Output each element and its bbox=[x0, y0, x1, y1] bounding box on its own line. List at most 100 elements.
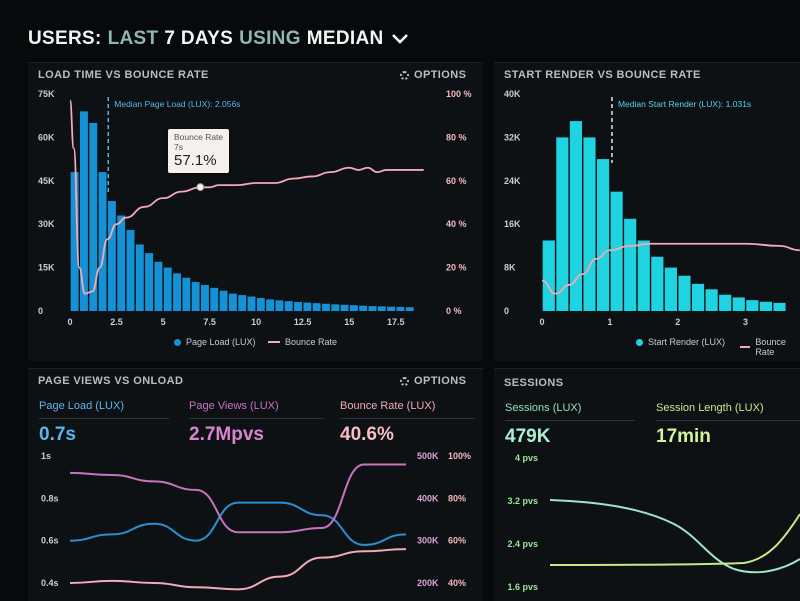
y2-tick-label: 20 % bbox=[446, 263, 467, 273]
page-header[interactable]: USERS: LAST 7 DAYS USING MEDIAN bbox=[28, 28, 410, 50]
y2-tick-label: 80 % bbox=[446, 132, 467, 142]
bar bbox=[135, 244, 144, 311]
header-range: 7 DAYS bbox=[164, 28, 234, 49]
session-length-label: Session Length (LUX) bbox=[656, 402, 764, 414]
bar bbox=[154, 261, 163, 311]
options-button[interactable]: OPTIONS bbox=[400, 69, 466, 81]
bar bbox=[678, 275, 691, 311]
bounce-value: 40.6% bbox=[340, 424, 394, 445]
sessions-panel: SESSIONS Sessions (LUX) 479K Session Len… bbox=[494, 368, 800, 601]
legend-bounce[interactable]: Bounce Rate bbox=[740, 337, 800, 357]
bar bbox=[637, 240, 650, 311]
sessions-line bbox=[549, 499, 800, 574]
x-tick-label: 2 bbox=[675, 317, 680, 327]
gear-icon bbox=[400, 376, 409, 386]
bar bbox=[569, 121, 583, 311]
legend-start-render[interactable]: Start Render (LUX) bbox=[636, 337, 725, 347]
legend-label: Start Render (LUX) bbox=[648, 337, 726, 347]
legend-line-icon bbox=[740, 346, 751, 348]
panel-title: START RENDER VS BOUNCE RATE bbox=[504, 69, 701, 81]
header-last: LAST bbox=[107, 28, 159, 49]
options-label: OPTIONS bbox=[414, 69, 467, 81]
y-tick-label: 3.2 pvs bbox=[507, 496, 538, 506]
bar bbox=[247, 296, 256, 311]
load-time-panel: LOAD TIME VS BOUNCE RATE OPTIONS 0 15K 30K… bbox=[28, 62, 483, 361]
bar bbox=[228, 293, 237, 311]
bar bbox=[89, 122, 98, 311]
x-tick-label: 10 bbox=[251, 317, 261, 327]
x-tick-label: 0 bbox=[539, 317, 544, 327]
y2-tick-label: 40 % bbox=[446, 219, 467, 229]
chevron-down-icon[interactable] bbox=[390, 32, 410, 46]
bar bbox=[691, 283, 705, 311]
y2-tick-label: 400K bbox=[417, 493, 439, 503]
y2-tick-label: 300K bbox=[417, 536, 439, 546]
bounce-rate-line bbox=[541, 242, 800, 295]
bar bbox=[145, 253, 154, 311]
bar bbox=[719, 294, 732, 311]
bar bbox=[377, 306, 386, 311]
page-views-chart: 0.4s 0.6s 0.8s 1s 200K 300K 400K 500K 40% 60% 80% 1… bbox=[41, 451, 471, 591]
bar bbox=[201, 284, 209, 311]
y-tick-label: 0.4s bbox=[41, 578, 59, 588]
bar bbox=[759, 301, 772, 311]
bar bbox=[359, 305, 368, 311]
bar bbox=[294, 302, 302, 311]
y-tick-label: 0.6s bbox=[41, 536, 59, 546]
legend-dot-icon bbox=[636, 338, 643, 346]
bar bbox=[98, 172, 107, 311]
bar bbox=[624, 218, 637, 311]
y-tick-label: 4 pvs bbox=[515, 453, 538, 463]
header-users: USERS: bbox=[28, 28, 102, 49]
legend-label: Bounce Rate bbox=[755, 337, 786, 357]
bar bbox=[746, 300, 759, 311]
legend-bounce[interactable]: Bounce Rate bbox=[268, 337, 337, 347]
y-tick-label: 0 bbox=[38, 306, 43, 316]
bounce-label: Bounce Rate (LUX) bbox=[340, 400, 436, 412]
y-tick-label: 75K bbox=[38, 89, 55, 99]
y3-tick-label: 100% bbox=[448, 451, 471, 461]
options-label: OPTIONS bbox=[414, 375, 467, 387]
tooltip-value: 57.1% bbox=[174, 152, 217, 169]
divider bbox=[340, 418, 475, 419]
x-tick-label: 3 bbox=[743, 317, 748, 327]
legend-label: Bounce Rate bbox=[285, 337, 338, 347]
median-label: Median Page Load (LUX): 2.056s bbox=[114, 99, 240, 109]
bar bbox=[596, 159, 610, 311]
y2-tick-label: 200K bbox=[417, 578, 439, 588]
bar bbox=[219, 290, 228, 311]
y3-tick-label: 80% bbox=[448, 493, 466, 503]
y-tick-label: 32K bbox=[504, 132, 521, 142]
bar bbox=[126, 229, 135, 311]
divider bbox=[505, 420, 635, 421]
divider bbox=[656, 420, 800, 421]
y-tick-label: 8K bbox=[504, 263, 516, 273]
page-load-value: 0.7s bbox=[39, 424, 76, 445]
y3-tick-label: 40% bbox=[448, 578, 466, 588]
bar bbox=[773, 302, 786, 311]
y-tick-label: 0 bbox=[504, 306, 509, 316]
page-load-label: Page Load (LUX) bbox=[39, 400, 124, 412]
bar bbox=[340, 304, 349, 311]
bar bbox=[238, 295, 247, 311]
x-tick-label: 17.5 bbox=[387, 317, 405, 327]
y2-tick-label: 0 % bbox=[446, 306, 462, 316]
bar bbox=[651, 256, 664, 311]
bar bbox=[117, 215, 126, 311]
options-button[interactable]: OPTIONS bbox=[400, 375, 466, 387]
legend-page-load[interactable]: Page Load (LUX) bbox=[174, 337, 256, 347]
y-tick-label: 0.8s bbox=[41, 493, 59, 503]
bar bbox=[256, 297, 265, 311]
panel-title: LOAD TIME VS BOUNCE RATE bbox=[38, 69, 209, 81]
y-tick-label: 16K bbox=[504, 219, 521, 229]
page-load-line bbox=[69, 501, 407, 546]
divider bbox=[39, 418, 169, 419]
sessions-label: Sessions (LUX) bbox=[505, 402, 582, 414]
bar bbox=[542, 240, 555, 311]
bar bbox=[331, 304, 340, 311]
x-tick-label: 1 bbox=[607, 317, 612, 327]
y3-tick-label: 60% bbox=[448, 536, 466, 546]
bounce-rate-line bbox=[69, 99, 424, 295]
y-tick-label: 1.6 pvs bbox=[507, 582, 538, 592]
divider bbox=[189, 418, 324, 419]
